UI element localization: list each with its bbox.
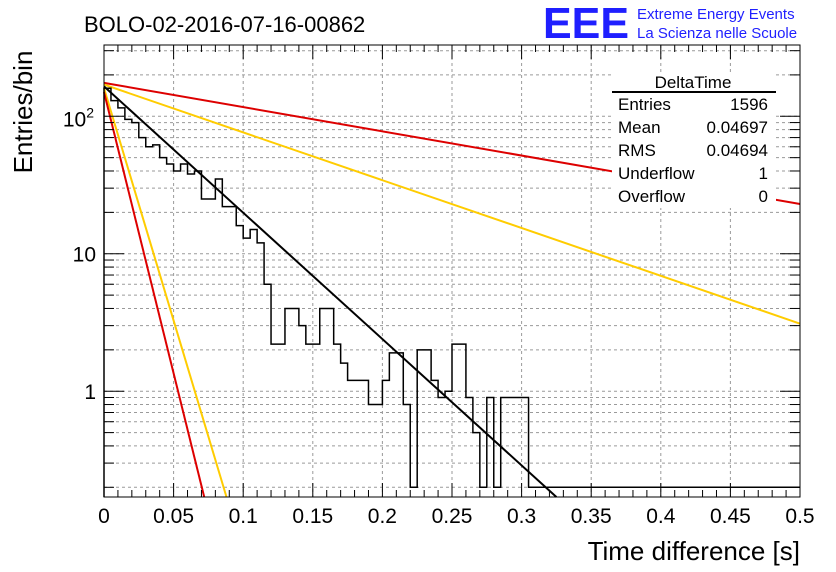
stats-box-background [612,72,776,208]
stats-box-title: DeltaTime [655,73,732,92]
stats-overflow-label: Overflow [618,187,686,206]
eee-logo-line1: Extreme Energy Events [637,6,795,23]
plot-frame [103,44,801,498]
fit-curve [103,83,801,325]
stats-box: DeltaTime Entries 1596 Mean 0.04697 RMS … [612,72,776,208]
x-tick-label: 0.2 [368,505,397,528]
stats-underflow-value: 1 [759,164,768,183]
eee-logo-mark: EEE [543,0,629,48]
y-tick-label: 10 [73,244,96,267]
stats-rms-label: RMS [618,141,656,160]
fit-curve [103,85,558,498]
eee-logo-line2: La Scienza nelle Scuole [637,25,797,42]
x-tick-label: 0.1 [229,505,258,528]
histogram [103,87,800,497]
eee-logo: EEE Extreme Energy Events La Scienza nel… [543,0,797,48]
stats-entries-label: Entries [618,95,671,114]
chart-title: BOLO-02-2016-07-16-00862 [84,12,365,37]
stats-mean-label: Mean [618,118,661,137]
x-tick-label: 0.05 [153,505,194,528]
stats-overflow-value: 0 [759,187,768,206]
x-tick-label: 0.4 [646,505,676,528]
x-tick-label: 0.25 [432,505,473,528]
fit-curve [103,87,228,498]
grid-layer [104,45,800,497]
stats-entries-value: 1596 [730,95,768,114]
y-axis-label: Entries/bin [8,51,38,174]
x-tick-label: 0.45 [710,505,751,528]
fit-curve [103,91,206,498]
x-axis-label: Time difference [s] [588,536,800,566]
histogram-outline [103,87,800,497]
x-tick-label: 0 [98,505,110,528]
stats-mean-value: 0.04697 [707,118,768,137]
y-tick-label: 1 [84,381,96,404]
x-tick-label: 0.5 [785,505,814,528]
x-tick-label: 0.15 [292,505,333,528]
axes: 0 0.05 0.1 0.15 0.2 0.25 0.3 0.35 0.4 0.45 0.51101… [63,45,815,528]
stats-rms-value: 0.04694 [707,141,768,160]
x-tick-label: 0.35 [571,505,612,528]
y-tick-label: 102 [63,104,94,131]
x-tick-label: 0.3 [507,505,536,528]
stats-underflow-label: Underflow [618,164,695,183]
